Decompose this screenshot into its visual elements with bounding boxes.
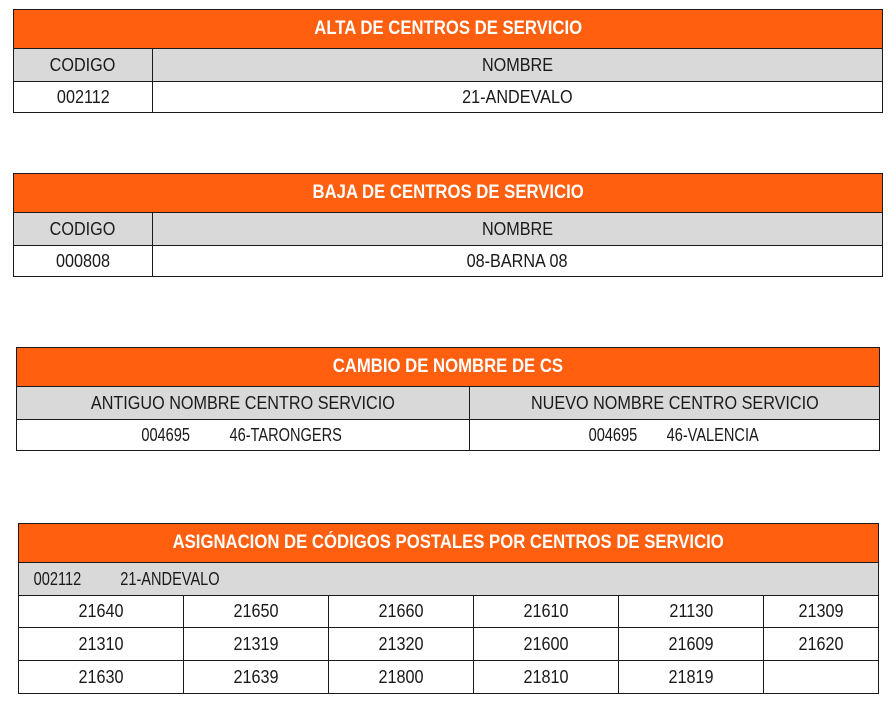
cp-cell: 21640 — [18, 595, 184, 628]
cp-cell: 21810 — [473, 660, 619, 694]
table-row: 21630 21639 21800 21810 21819 — [18, 660, 880, 694]
cambio-nombre-table: CAMBIO DE NOMBRE DE CS ANTIGUO NOMBRE CE… — [15, 347, 881, 451]
cp-cell: 21319 — [183, 627, 329, 661]
cp-cell: 21600 — [473, 627, 619, 661]
cp-cell: 21800 — [328, 660, 474, 694]
baja-nombre: 08-BARNA 08 — [152, 245, 883, 277]
asignacion-cp-table: ASIGNACION DE CÓDIGOS POSTALES POR CENTR… — [17, 523, 880, 694]
cp-cell: 21130 — [618, 595, 764, 628]
cp-cell: 21630 — [18, 660, 184, 694]
table-row: 21640 21650 21660 21610 21130 21309 — [18, 595, 880, 628]
cp-cell: 21310 — [18, 627, 184, 661]
cambio-nuevo-codigo: 004695 — [588, 424, 637, 445]
cambio-antiguo: 004695 46-TARONGERS — [16, 419, 470, 451]
table-row: 21310 21319 21320 21600 21609 21620 — [18, 627, 880, 661]
cambio-nuevo: 004695 46-VALENCIA — [468, 419, 881, 451]
cp-cell: 21320 — [328, 627, 474, 661]
cambio-nuevo-nombre: 46-VALENCIA — [666, 424, 759, 445]
baja-codigo: 000808 — [13, 245, 153, 277]
cp-cell: 21309 — [762, 595, 880, 628]
asignacion-centro-nombre: 21-ANDEVALO — [119, 568, 220, 589]
baja-col-codigo: CODIGO — [13, 212, 153, 246]
cp-cell: 21639 — [183, 660, 329, 694]
alta-centros-table: ALTA DE CENTROS DE SERVICIO CODIGO NOMBR… — [12, 9, 884, 113]
cp-cell: 21609 — [618, 627, 764, 661]
cp-cell-empty — [762, 660, 880, 694]
asignacion-title: ASIGNACION DE CÓDIGOS POSTALES POR CENTR… — [17, 523, 880, 563]
cp-cell: 21610 — [473, 595, 619, 628]
cambio-title: CAMBIO DE NOMBRE DE CS — [15, 347, 881, 387]
asignacion-centro-codigo: 002112 — [33, 568, 82, 589]
cp-cell: 21819 — [618, 660, 764, 694]
alta-title: ALTA DE CENTROS DE SERVICIO — [12, 9, 884, 49]
alta-col-codigo: CODIGO — [13, 48, 153, 82]
baja-title: BAJA DE CENTROS DE SERVICIO — [13, 173, 883, 213]
alta-codigo: 002112 — [13, 81, 153, 113]
cp-cell: 21660 — [328, 595, 474, 628]
cp-cell: 21620 — [762, 627, 880, 661]
baja-centros-table: BAJA DE CENTROS DE SERVICIO CODIGO NOMBR… — [13, 173, 883, 277]
cambio-col-nuevo: NUEVO NOMBRE CENTRO SERVICIO — [468, 386, 881, 420]
alta-col-nombre: NOMBRE — [151, 48, 884, 82]
cambio-col-antiguo: ANTIGUO NOMBRE CENTRO SERVICIO — [16, 386, 470, 420]
cambio-antiguo-codigo: 004695 — [140, 424, 190, 445]
cambio-antiguo-nombre: 46-TARONGERS — [229, 424, 342, 445]
alta-nombre: 21-ANDEVALO — [151, 81, 884, 113]
asignacion-centro: 002112 21-ANDEVALO — [17, 562, 880, 596]
cp-cell: 21650 — [183, 595, 329, 628]
baja-col-nombre: NOMBRE — [152, 212, 883, 246]
